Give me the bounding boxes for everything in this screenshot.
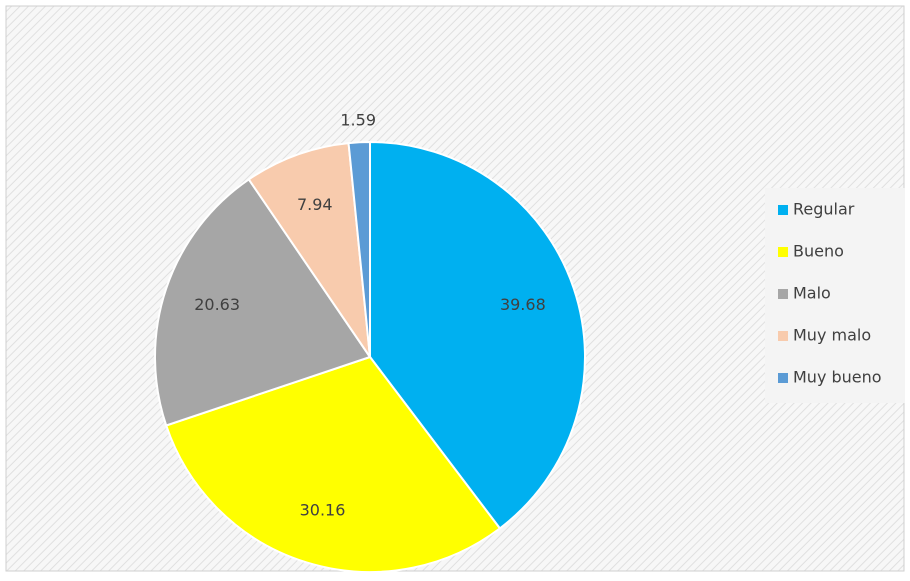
pie-slice <box>247 141 371 358</box>
pie-slice <box>369 140 586 530</box>
data-label: 7.94 <box>297 195 333 214</box>
data-label: 39.68 <box>500 295 546 314</box>
pie-slice <box>154 178 372 427</box>
legend-swatch <box>778 247 788 257</box>
legend-swatch <box>778 373 788 383</box>
legend-swatch <box>778 205 788 215</box>
legend-label: Regular <box>793 200 855 219</box>
data-label: 20.63 <box>194 295 240 314</box>
legend-swatch <box>778 289 788 299</box>
legend-label: Muy bueno <box>793 368 882 387</box>
pie-slice <box>164 355 502 573</box>
pie-slice <box>347 140 371 358</box>
legend-background <box>765 188 905 403</box>
legend-label: Muy malo <box>793 326 871 345</box>
legend-swatch <box>778 331 788 341</box>
legend-label: Bueno <box>793 242 844 261</box>
data-label: 30.16 <box>300 501 346 520</box>
legend-label: Malo <box>793 284 831 303</box>
data-label: 1.59 <box>340 110 376 129</box>
